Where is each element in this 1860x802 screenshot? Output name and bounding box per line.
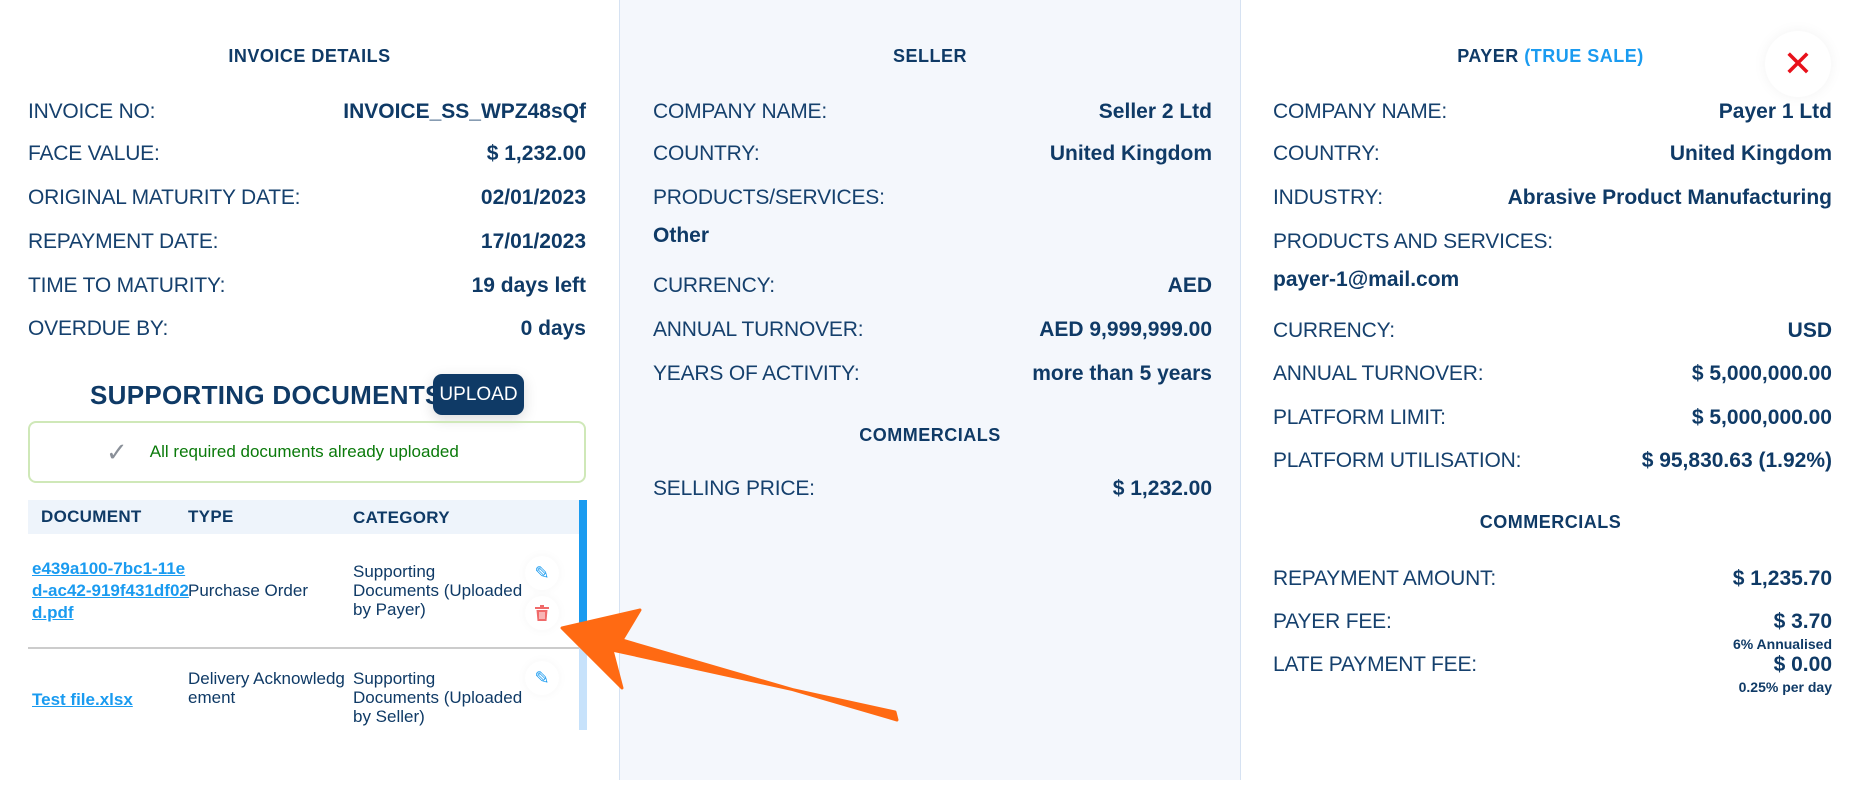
payer-row: INDUSTRY: Abrasive Product Manufacturing [1273,186,1832,209]
payer-panel: PAYER (TRUE SALE) COMPANY NAME: Payer 1 L… [1241,0,1860,802]
payer-row: PRODUCTS AND SERVICES: [1273,230,1553,253]
alert-text: All required documents already uploaded [149,442,459,461]
documents-table: DOCUMENT TYPE CATEGORY e439a100-7bc1-11e… [28,500,579,730]
table-scrollbar[interactable] [579,500,587,730]
invoice-details-panel: INVOICE DETAILS INVOICE NO: INVOICE_SS_WP… [0,0,619,802]
supporting-documents-heading: SUPPORTING DOCUMENTS [90,380,443,410]
payer-fee-note: 6% Annualised [1732,636,1832,652]
payer-commercials-row: PAYER FEE: $ 3.70 [1273,610,1832,633]
seller-panel: SELLER COMPANY NAME: Seller 2 Ltd COUNTRY… [619,0,1241,780]
payer-row: COUNTRY: United Kingdom [1273,142,1832,165]
payer-commercials-title: COMMERCIALS [1479,512,1622,532]
document-link[interactable]: e439a100-7bc1-11ed-ac42-919f431df02d.pdf [32,558,189,622]
invoice-row: ORIGINAL MATURITY DATE: 02/01/2023 [28,186,586,209]
payer-row: ANNUAL TURNOVER: $ 5,000,000.00 [1273,362,1832,385]
seller-row: CURRENCY: AED [653,274,1212,297]
seller-products-value: Other [653,224,710,247]
seller-title: SELLER [892,46,967,66]
scrollbar-thumb[interactable] [579,500,587,632]
checkmark-icon: ✓ [106,436,128,467]
edit-icon[interactable]: ✎ [525,556,559,590]
invoice-details-title: INVOICE DETAILS [228,46,391,66]
seller-row: PRODUCTS/SERVICES: [653,186,885,209]
table-row: e439a100-7bc1-11ed-ac42-919f431df02d.pdf… [28,534,579,649]
seller-row: COMPANY NAME: Seller 2 Ltd [653,100,1212,123]
invoice-row: TIME TO MATURITY: 19 days left [28,274,586,297]
payer-row: COMPANY NAME: Payer 1 Ltd [1273,100,1832,123]
upload-button[interactable]: UPLOAD [433,374,524,415]
seller-row: ANNUAL TURNOVER: AED 9,999,999.00 [653,318,1212,341]
invoice-row: REPAYMENT DATE: 17/01/2023 [28,230,586,253]
invoice-row: OVERDUE BY: 0 days [28,317,586,340]
invoice-row: INVOICE NO: INVOICE_SS_WPZ48sQf [28,100,586,123]
invoice-row: FACE VALUE: $ 1,232.00 [28,142,586,165]
edit-icon[interactable]: ✎ [525,661,559,695]
document-link[interactable]: Test file.xlsx [32,690,133,709]
table-row: Test file.xlsx Delivery Acknowledgement … [28,649,579,730]
close-button[interactable]: ✕ [1765,31,1831,97]
late-fee-note: 0.25% per day [1738,679,1832,695]
seller-commercials-row: SELLING PRICE: $ 1,232.00 [653,477,1212,500]
payer-title: PAYER (TRUE SALE) [1457,46,1644,66]
payer-commercials-row: LATE PAYMENT FEE: $ 0.00 [1273,653,1832,676]
close-icon: ✕ [1782,43,1814,85]
table-header: DOCUMENT TYPE CATEGORY [28,500,579,534]
payer-products-value: payer-1@mail.com [1273,268,1460,291]
seller-row: COUNTRY: United Kingdom [653,142,1212,165]
seller-commercials-title: COMMERCIALS [859,425,1001,445]
payer-commercials-row: REPAYMENT AMOUNT: $ 1,235.70 [1273,567,1832,590]
payer-row: PLATFORM LIMIT: $ 5,000,000.00 [1273,406,1832,429]
documents-status-alert: ✓ All required documents already uploade… [28,421,586,483]
payer-row: PLATFORM UTILISATION: $ 95,830.63 (1.92%) [1273,449,1832,472]
seller-row: YEARS OF ACTIVITY: more than 5 years [653,362,1212,385]
delete-icon[interactable] [525,596,559,630]
payer-row: CURRENCY: USD [1273,319,1832,342]
